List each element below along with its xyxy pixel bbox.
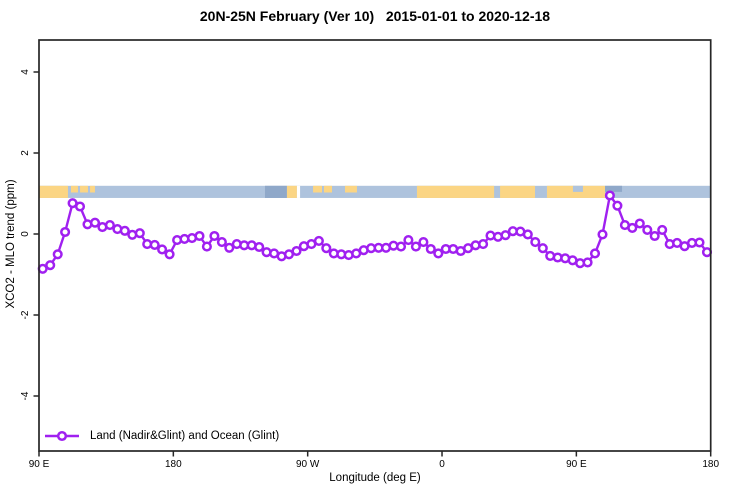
x-tick-label: 0 [439, 459, 445, 470]
data-point-marker [52, 249, 63, 260]
band-segment [80, 185, 88, 193]
data-point-marker [216, 237, 227, 248]
data-point-marker [89, 217, 101, 228]
band-segment [296, 185, 301, 198]
y-tick-label: -4 [20, 391, 31, 400]
data-point-marker [395, 241, 407, 252]
chart-title: 20N-25N February (Ver 10) 2015-01-01 to … [199, 8, 551, 24]
data-point-marker [164, 249, 175, 260]
data-point-marker [604, 190, 615, 201]
y-tick-label: 0 [20, 231, 31, 237]
data-point-marker [313, 235, 324, 246]
data-point-marker [433, 248, 444, 259]
data-point-marker [403, 235, 414, 246]
data-point-marker [410, 241, 421, 252]
data-point-marker [74, 201, 86, 212]
band-segment [572, 185, 583, 192]
band-segment [323, 185, 333, 193]
x-tick-label: 90 W [296, 459, 320, 470]
data-point-marker [634, 218, 645, 229]
x-tick-label: 90 E [566, 459, 587, 470]
band-segment [286, 185, 297, 198]
data-point-marker [589, 248, 601, 259]
data-point-marker [291, 245, 302, 257]
land-ocean-band [39, 185, 711, 198]
data-point-marker [201, 241, 212, 252]
y-tick-label: -2 [20, 310, 31, 319]
data-point-marker [418, 237, 429, 248]
band-segment [90, 185, 95, 193]
legend-marker-icon [45, 430, 79, 442]
data-point-marker [642, 224, 653, 235]
data-point-marker [254, 241, 265, 253]
data-point-marker [701, 247, 713, 258]
data-point-marker [657, 224, 668, 235]
band-segment [70, 185, 78, 193]
band-segment [39, 185, 68, 198]
data-point-marker [321, 243, 332, 254]
data-point-marker [60, 226, 71, 238]
data-point-marker [149, 239, 160, 250]
data-point-marker [522, 229, 533, 240]
data-point-marker [694, 237, 705, 248]
data-point-marker [597, 229, 608, 240]
data-point-marker [537, 243, 548, 254]
band-segment [416, 185, 495, 198]
data-point-marker [425, 243, 436, 255]
data-point-marker [119, 225, 130, 236]
x-tick-label: 180 [165, 459, 182, 470]
band-segment [500, 185, 536, 198]
x-tick-label: 90 E [29, 459, 50, 470]
band-segment [264, 185, 287, 198]
data-point-marker [530, 237, 541, 248]
band-segment [313, 185, 323, 193]
data-point-marker [478, 239, 489, 250]
data-point-marker [582, 257, 593, 268]
band-segment [605, 185, 623, 192]
legend-label: Land (Nadir&Glint) and Ocean (Glint) [90, 430, 280, 442]
data-point-marker [627, 222, 638, 233]
y-tick-label: 4 [20, 69, 31, 75]
data-point-marker [612, 200, 623, 211]
data-point-marker [224, 242, 235, 253]
data-point-marker [157, 244, 168, 255]
band-segment [344, 185, 357, 193]
data-point-marker [104, 220, 115, 231]
x-tick-label: 180 [702, 459, 719, 470]
x-axis-label: Longitude (deg E) [329, 472, 421, 484]
legend-marker [56, 430, 68, 442]
data-point-marker [45, 260, 56, 271]
data-point-marker [209, 230, 220, 242]
data-point-marker [649, 230, 660, 242]
data-point-marker [194, 230, 205, 242]
plot-border [38, 39, 712, 452]
y-tick-label: 2 [20, 150, 31, 156]
data-point-marker [134, 228, 145, 239]
data-point-marker [500, 230, 511, 241]
legend: Land (Nadir&Glint) and Ocean (Glint) [44, 428, 279, 444]
